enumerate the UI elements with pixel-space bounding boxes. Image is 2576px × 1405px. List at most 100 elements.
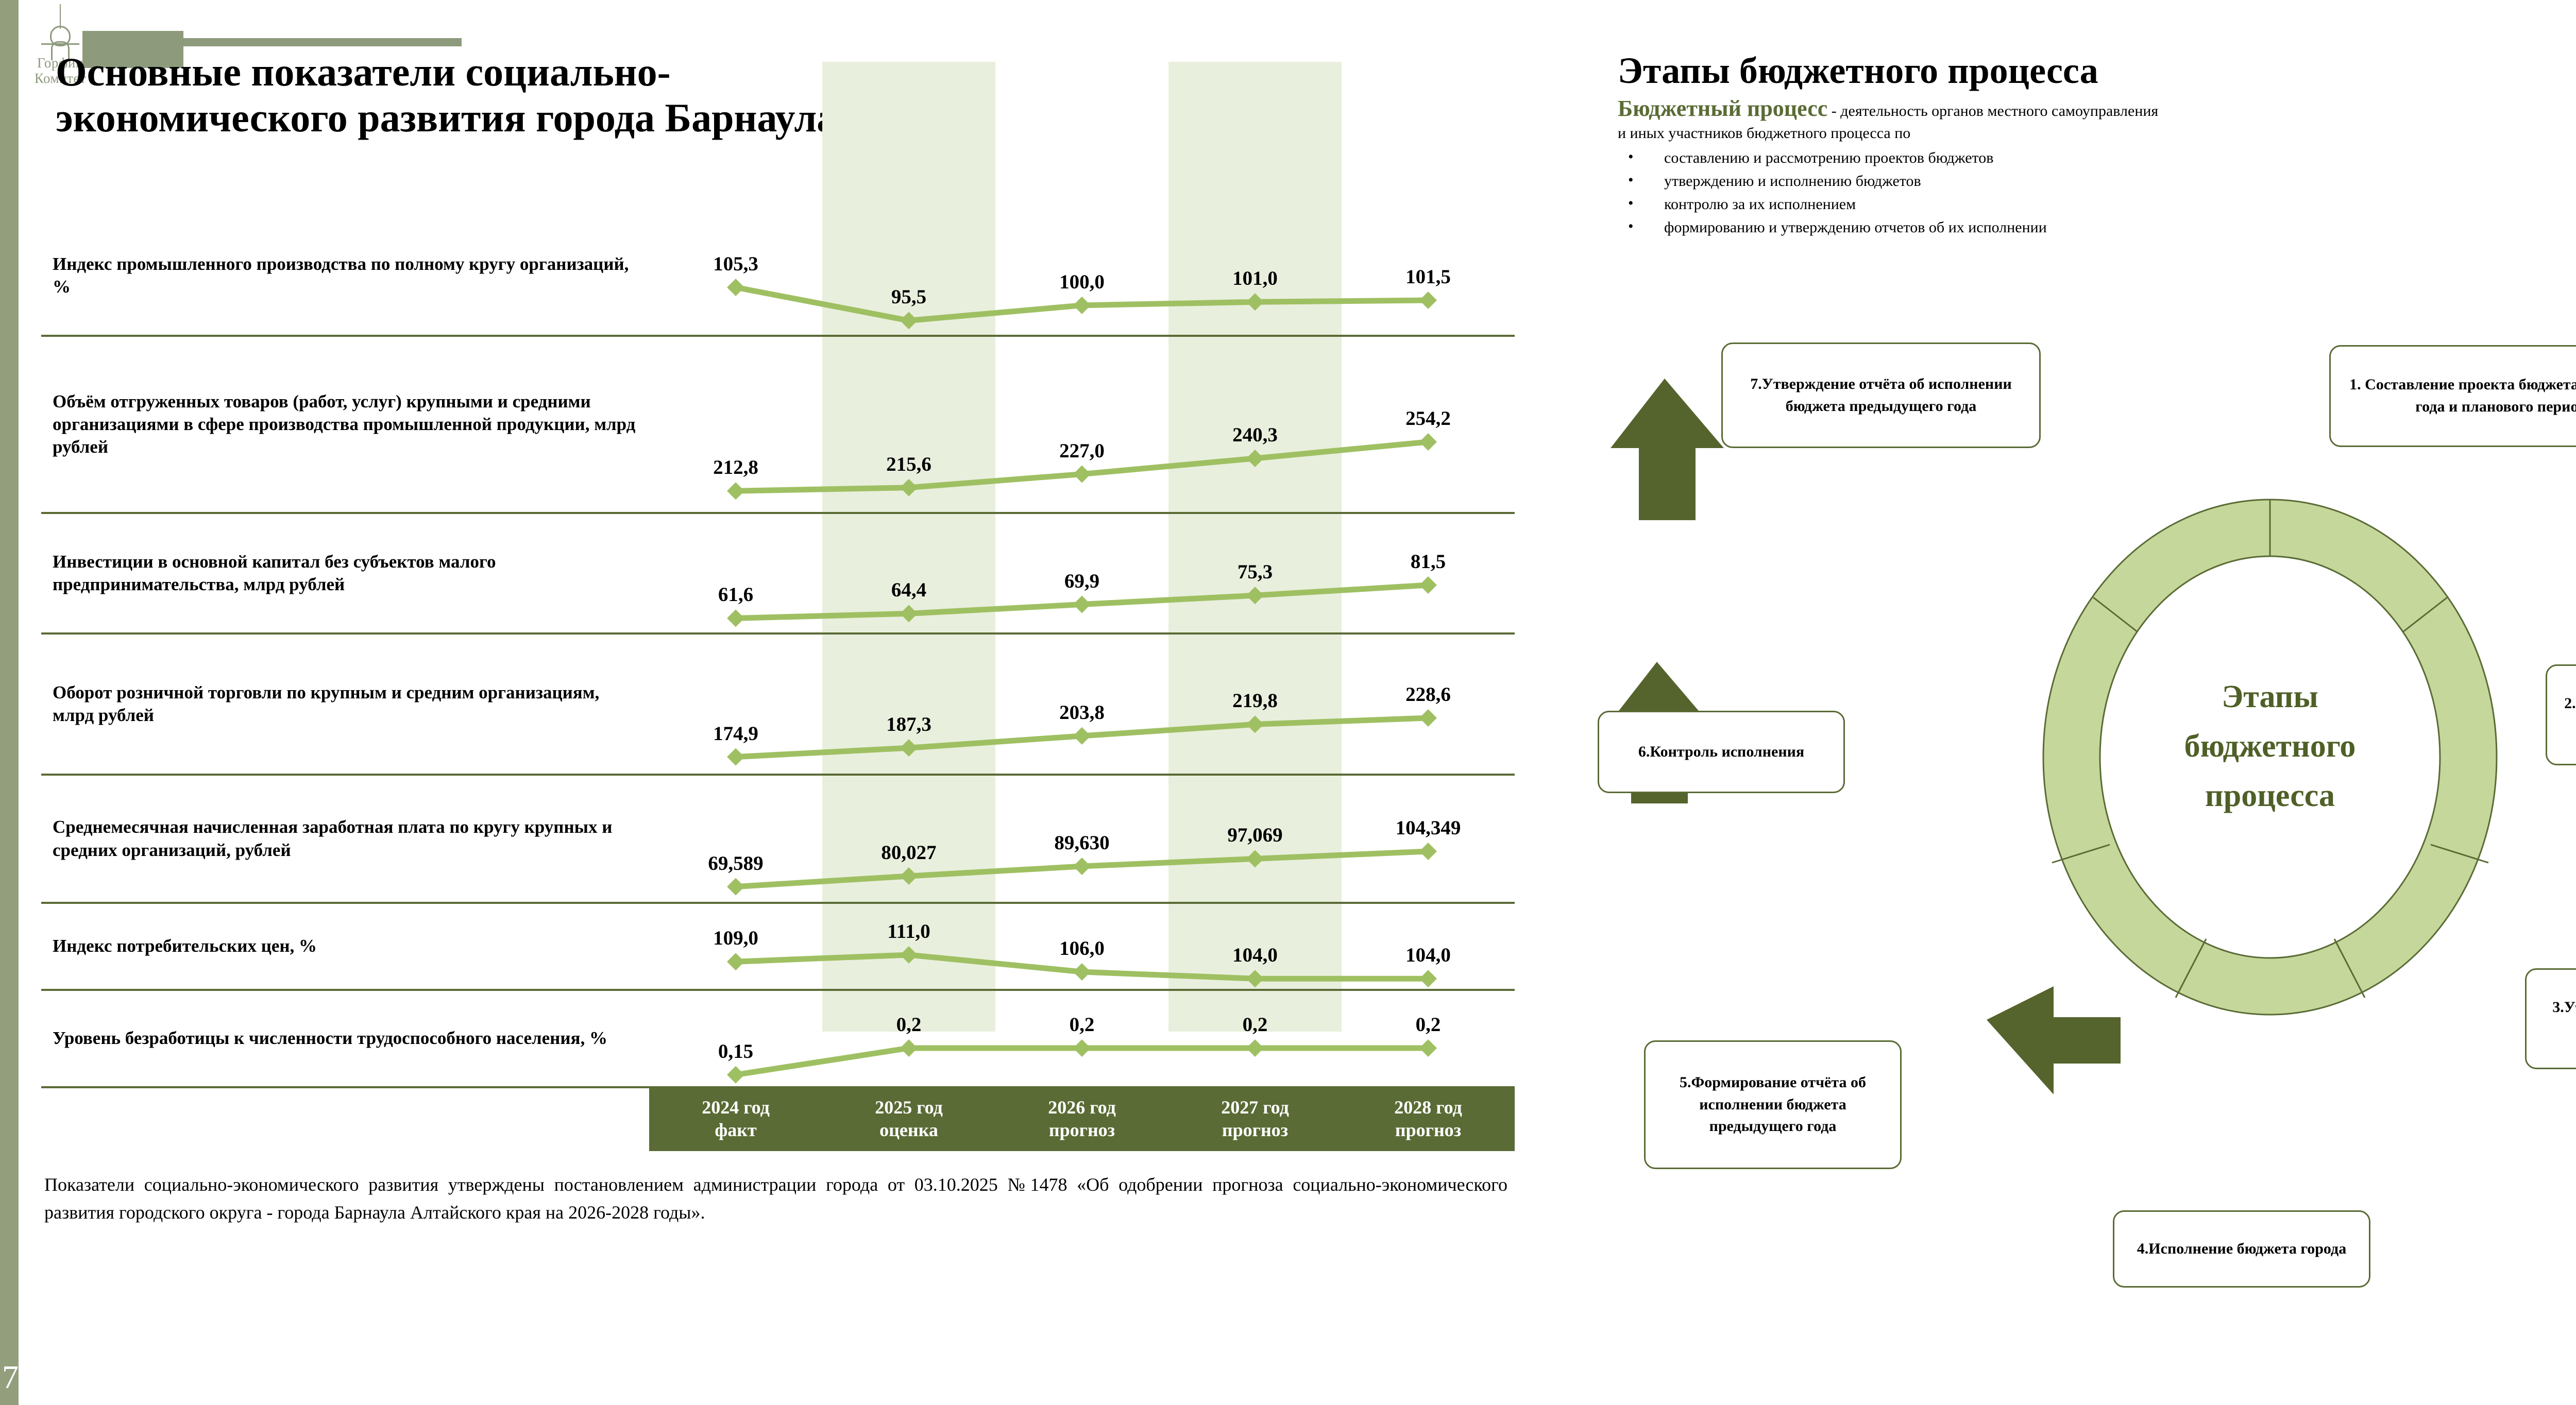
indicator-value: 104,0 (1405, 944, 1451, 967)
year-header-kind: факт (715, 1119, 757, 1140)
logo-dome-icon (50, 26, 71, 46)
indicator-sparkline (727, 1039, 1437, 1084)
stage-4-box[interactable]: 4.Исполнение бюджета города (2113, 1210, 2370, 1288)
logo-base-icon (41, 43, 79, 45)
year-header-row: 2024 год факт 2025 год оценка 2026 год прогно… (649, 1088, 1515, 1151)
indicator-values: 105,3 95,5 100,0 101,0 101,5 (649, 216, 1515, 335)
definition-lead-term: Бюджетный процесс (1618, 96, 1828, 121)
indicator-values: 174,9 187,3 203,8 219,8 228,6 (649, 635, 1515, 774)
sparkline-marker (900, 605, 918, 623)
definition-bullet-item: формированию и утверждению отчетов об их… (1618, 215, 2494, 239)
sparkline-marker (1419, 970, 1437, 988)
year-header-cell: 2025 год оценка (822, 1088, 995, 1151)
indicator-sparkline (727, 709, 1437, 766)
sparkline-marker (1419, 576, 1437, 594)
definition-bullet-item: утверждению и исполнению бюджетов (1618, 168, 2494, 193)
sparkline-marker (1246, 293, 1264, 311)
arrow-up-upper-left (1611, 379, 1724, 520)
definition-lead-rest: - деятельность органов местного самоупра… (1827, 102, 2159, 119)
indicator-value: 254,2 (1405, 407, 1451, 430)
sparkline-marker (900, 946, 918, 964)
sparkline-marker (1246, 715, 1264, 733)
definition-bullet-list: составлению и рассмотрению проектов бюдж… (1618, 145, 2494, 239)
indicator-value: 203,8 (1059, 701, 1105, 724)
left-accent-bar (0, 0, 19, 1405)
stage-1-box[interactable]: 1. Составление проекта бюджета очередног… (2329, 345, 2576, 447)
definition-bullet-item: составлению и рассмотрению проектов бюдж… (1618, 145, 2494, 169)
definition-second-line: и иных участников бюджетного процесса по (1618, 125, 1911, 142)
indicator-label: Оборот розничной торговли по крупным и с… (53, 682, 600, 725)
year-header-cell: 2024 год факт (649, 1088, 822, 1151)
indicator-sparkline (727, 433, 1437, 500)
sparkline-marker (727, 748, 744, 766)
indicator-value: 227,0 (1059, 439, 1105, 462)
stage-7-box[interactable]: 7.Утверждение отчёта об исполнении бюдже… (1721, 342, 2041, 448)
indicator-value: 97,069 (1227, 824, 1283, 847)
column-band-2027 (1168, 62, 1342, 1032)
year-header-year: 2028 год (1394, 1097, 1462, 1118)
indicator-value: 64,4 (891, 579, 927, 602)
indicator-value: 100,0 (1059, 270, 1105, 293)
year-header-cell: 2027 год прогноз (1168, 1088, 1342, 1151)
stage-2-box[interactable]: 2.Рассмотрение проекта бюджета очередног… (2546, 664, 2576, 765)
indicator-sparkline (727, 946, 1437, 988)
sparkline-marker (900, 312, 918, 330)
indicator-values: 69,589 80,027 89,630 97,069 104,349 (649, 776, 1515, 902)
slide-socioeconomic-indicators: 7 Горфин Комитет Основные показатели соц… (0, 0, 1515, 1405)
indicator-value: 187,3 (886, 713, 931, 736)
indicator-row: Оборот розничной торговли по крупным и с… (41, 635, 1515, 776)
sparkline-marker (1419, 291, 1437, 309)
sparkline-marker (727, 878, 744, 896)
sparkline-marker (1246, 970, 1264, 988)
stage-3-box[interactable]: 3.Утверждение бюджета очередного года и … (2525, 968, 2576, 1069)
arrow-left-bottom (1987, 986, 2121, 1094)
sparkline-marker (900, 1039, 918, 1057)
stage-5-box[interactable]: 5.Формирование отчёта об исполнении бюдж… (1644, 1040, 1902, 1169)
page-title-right: Этапы бюджетного процесса (1618, 50, 2098, 91)
indicator-values: 61,6 64,4 69,9 75,3 81,5 (649, 514, 1515, 632)
indicator-value: 228,6 (1405, 683, 1451, 706)
stage-6-box[interactable]: 6.Контроль исполнения (1598, 711, 1845, 793)
year-header-kind: прогноз (1048, 1119, 1115, 1140)
indicator-value: 81,5 (1410, 551, 1446, 573)
indicator-value: 104,0 (1232, 944, 1278, 967)
indicator-value: 174,9 (713, 722, 758, 745)
indicator-values: 0,15 0,2 0,2 0,2 0,2 (649, 991, 1515, 1086)
year-header-kind: прогноз (1222, 1119, 1289, 1140)
sparkline-marker (1073, 1039, 1091, 1057)
header-line-decoration (183, 38, 462, 46)
sparkline-marker (727, 953, 744, 971)
indicator-row: Уровень безработицы к численности трудос… (41, 991, 1515, 1088)
cycle-center-label: Этапы бюджетного процесса (2100, 672, 2440, 820)
cycle-ring (2042, 499, 2498, 1016)
indicator-value: 240,3 (1232, 423, 1278, 446)
logo-spire-icon (60, 4, 61, 29)
sparkline-marker (1246, 850, 1264, 868)
sparkline-marker (727, 482, 744, 500)
page-number-left: 7 (2, 1359, 19, 1395)
year-header-year: 2026 год (1048, 1097, 1116, 1118)
sparkline-marker (1073, 727, 1091, 745)
definition-first-line: Бюджетный процесс - деятельность органов… (1618, 95, 2494, 122)
indicator-label: Инвестиции в основной капитал без субъек… (53, 551, 496, 594)
cycle-center-line2: бюджетного (2184, 729, 2356, 764)
cycle-center-line1: Этапы (2222, 679, 2318, 714)
sparkline-marker (1073, 595, 1091, 613)
year-header-kind: оценка (879, 1119, 938, 1140)
indicator-value: 0,2 (1242, 1014, 1268, 1036)
sparkline-marker (1419, 433, 1437, 451)
indicator-label: Индекс промышленного производства по пол… (53, 253, 629, 297)
indicator-value: 111,0 (887, 920, 930, 943)
sparkline-marker (1073, 296, 1091, 314)
gorfin-komitet-logo: Горфин Комитет (27, 4, 94, 85)
sparkline-marker (727, 1066, 744, 1084)
indicator-value: 0,2 (1069, 1014, 1095, 1036)
indicator-row: Инвестиции в основной капитал без субъек… (41, 514, 1515, 635)
indicator-value: 75,3 (1237, 561, 1273, 584)
sparkline-marker (900, 867, 918, 885)
sparkline-marker (1073, 858, 1091, 876)
indicator-value: 219,8 (1232, 690, 1278, 712)
cycle-center-line3: процесса (2205, 778, 2335, 814)
logo-text-line1: Горфин (37, 55, 83, 71)
indicator-value: 105,3 (713, 253, 758, 275)
